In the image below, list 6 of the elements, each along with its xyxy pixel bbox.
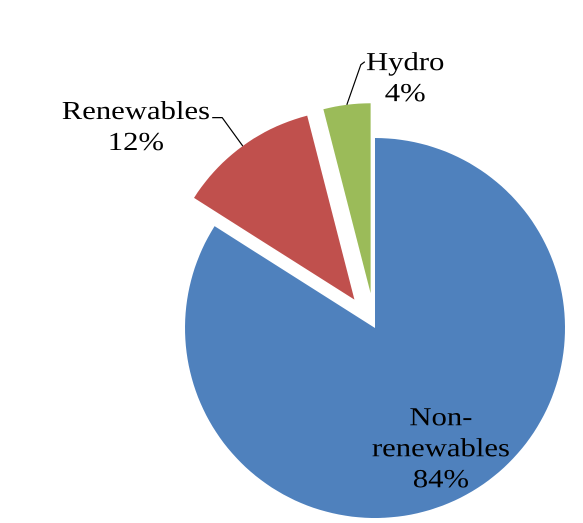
slice-label: Hydro [366,52,444,76]
slice-label: Renewables [62,100,209,120]
data-label: 12% [110,132,163,150]
data-label: 4% [385,84,425,102]
slice-label: Non-renewables [372,408,509,456]
data-label: 84% [414,470,468,488]
